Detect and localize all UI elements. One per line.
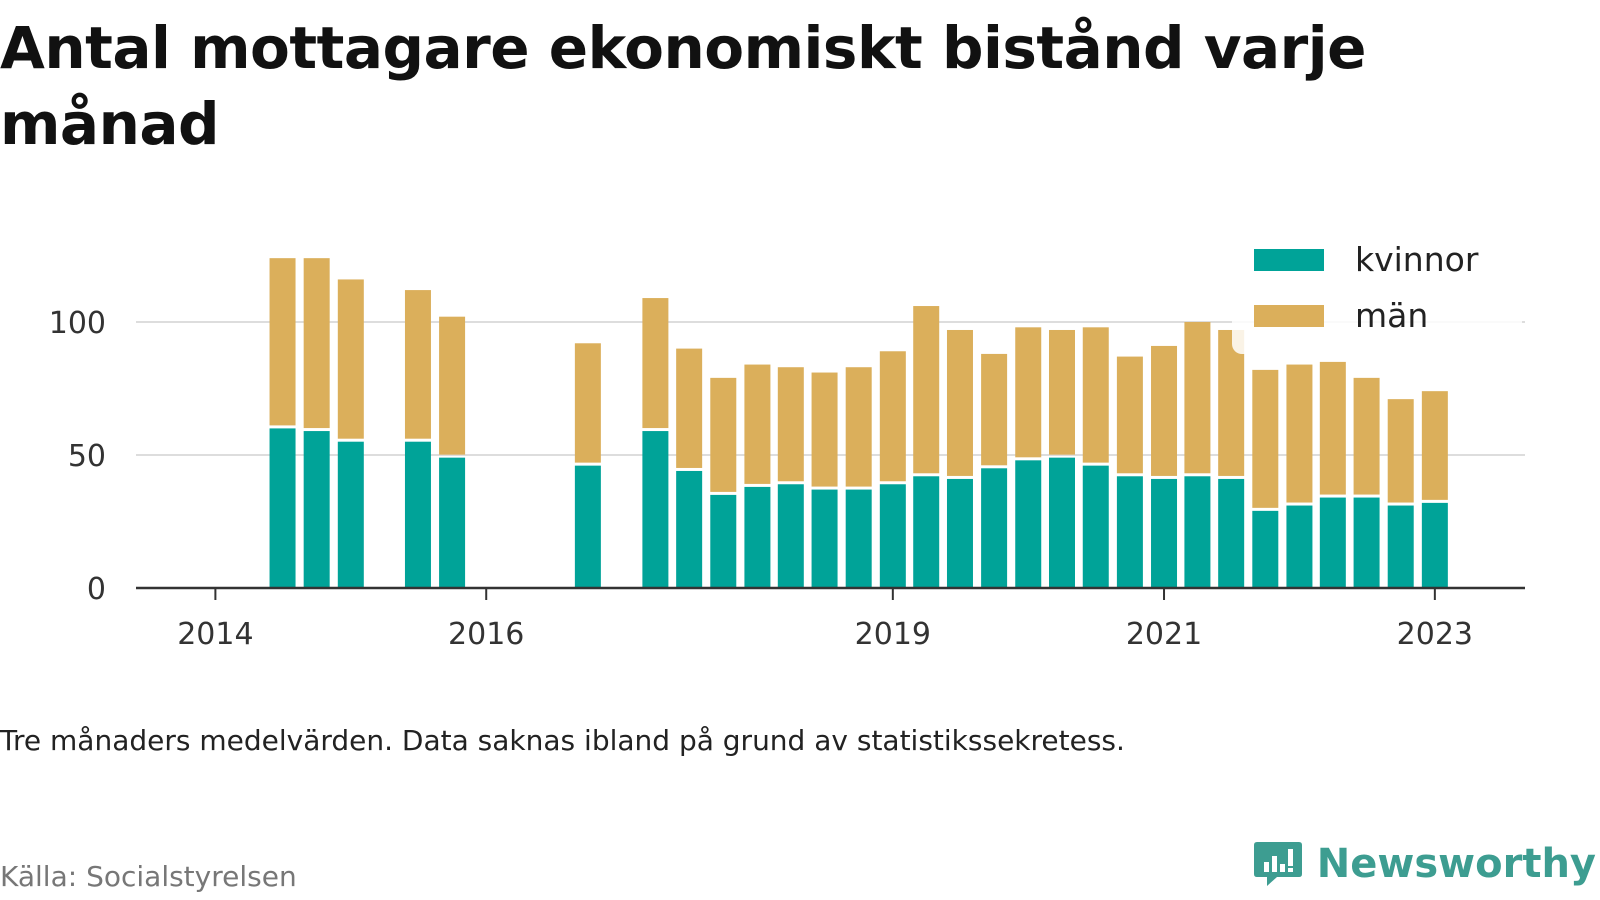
bar-man — [1049, 329, 1075, 455]
bar-man — [1082, 327, 1109, 463]
bar-kvinnor — [303, 431, 330, 588]
y-tick-label: 100 — [49, 306, 106, 341]
bar-kvinnor — [710, 494, 737, 588]
x-tick-label: 2023 — [1397, 617, 1473, 652]
bar-man — [981, 353, 1008, 466]
bar-man — [1151, 345, 1178, 476]
bar-chart-speech-bubble-icon — [1253, 842, 1302, 886]
bar-man — [1421, 391, 1448, 500]
bar-man — [269, 258, 296, 426]
bar-kvinnor — [1049, 457, 1075, 588]
bar-man — [879, 351, 906, 482]
bar-man — [1218, 329, 1245, 476]
legend-swatch — [1254, 249, 1324, 271]
chart-title: Antal mottagare ekonomiskt bistånd varje… — [0, 14, 1367, 158]
legend-label: män — [1355, 296, 1428, 335]
bar-kvinnor — [879, 484, 906, 588]
bar-kvinnor — [1116, 476, 1143, 588]
bar-kvinnor — [845, 489, 872, 588]
bar-man — [1116, 356, 1143, 474]
bar-kvinnor — [1319, 497, 1346, 588]
bar-man — [439, 316, 466, 455]
bar-man — [574, 343, 601, 463]
x-tick-label: 2016 — [448, 617, 524, 652]
bar-kvinnor — [811, 489, 838, 588]
bar-kvinnor — [1387, 505, 1414, 588]
bar-kvinnor — [642, 431, 669, 588]
bar-man — [1319, 361, 1346, 495]
bar-kvinnor — [1184, 476, 1211, 588]
brand-name: Newsworthy — [1316, 841, 1596, 887]
bar-kvinnor — [1082, 465, 1109, 588]
legend: kvinnor män — [1232, 232, 1522, 354]
bar-kvinnor — [1286, 505, 1313, 588]
newsworthy-logo[interactable]: Newsworthy — [1253, 840, 1596, 888]
bar-kvinnor — [269, 428, 296, 588]
bar-kvinnor — [1353, 497, 1380, 588]
bar-man — [404, 290, 431, 439]
bar-man — [710, 377, 737, 492]
bar-kvinnor — [1218, 478, 1245, 588]
legend-swatch — [1254, 305, 1324, 327]
bar-kvinnor — [1252, 510, 1279, 588]
bar-kvinnor — [337, 441, 364, 588]
bar-man — [1015, 327, 1042, 458]
bar-man — [303, 258, 330, 429]
bar-man — [642, 298, 669, 429]
y-tick-label: 0 — [87, 572, 106, 607]
source-label: Källa: Socialstyrelsen — [0, 860, 297, 893]
bar-man — [913, 306, 940, 474]
bar-kvinnor — [913, 476, 940, 588]
y-tick-label: 50 — [68, 439, 106, 474]
bar-man — [1184, 322, 1211, 474]
bar-man — [777, 367, 804, 482]
bar-man — [676, 348, 703, 468]
bar-kvinnor — [777, 484, 804, 588]
chart-note: Tre månaders medelvärden. Data saknas ib… — [0, 724, 1125, 757]
x-tick-label: 2014 — [177, 617, 253, 652]
bar-man — [1286, 364, 1313, 503]
bar-man — [1353, 377, 1380, 495]
bar-man — [946, 329, 973, 476]
bar-man — [1387, 399, 1414, 503]
bar-kvinnor — [439, 457, 466, 588]
x-tick-label: 2019 — [855, 617, 931, 652]
bar-kvinnor — [404, 441, 431, 588]
x-tick-label: 2021 — [1126, 617, 1202, 652]
bar-kvinnor — [1421, 502, 1448, 588]
bars — [269, 258, 1448, 588]
bar-kvinnor — [981, 468, 1008, 588]
bar-man — [811, 372, 838, 487]
bar-kvinnor — [1151, 478, 1178, 588]
legend-label: kvinnor — [1355, 240, 1479, 279]
bar-man — [744, 364, 771, 484]
bar-kvinnor — [744, 486, 771, 588]
bar-man — [845, 367, 872, 487]
bar-kvinnor — [1015, 460, 1042, 588]
x-ticks: 2014 2016 2019 2021 2023 — [177, 588, 1473, 652]
bar-man — [337, 279, 364, 439]
y-tick-labels: 0 50 100 — [49, 306, 106, 607]
bar-kvinnor — [676, 470, 703, 588]
bar-kvinnor — [946, 478, 973, 588]
bar-kvinnor — [574, 465, 601, 588]
bar-man — [1252, 369, 1279, 508]
